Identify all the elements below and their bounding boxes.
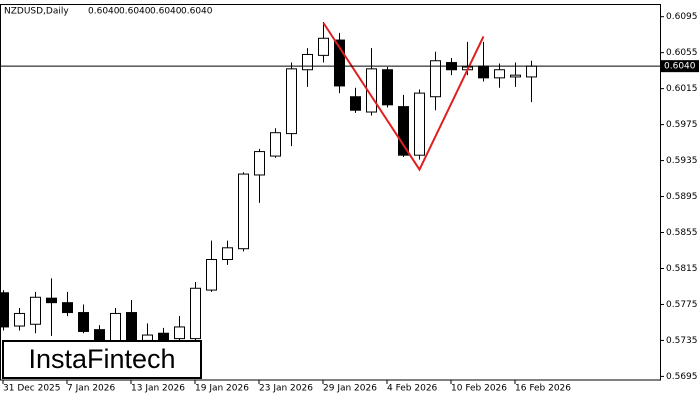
price-label: 0.6040 xyxy=(664,62,696,72)
candle-body xyxy=(510,74,521,78)
x-tick-label: 23 Jan 2026 xyxy=(259,384,313,394)
candle-body xyxy=(238,173,249,250)
candle-body xyxy=(334,39,345,87)
y-tick-label: 0.5695 xyxy=(666,372,698,382)
candle-body xyxy=(0,292,9,328)
y-tick-label: 0.5855 xyxy=(666,228,698,238)
candle-body xyxy=(430,60,441,98)
candle-body xyxy=(46,297,57,304)
candle-body xyxy=(382,69,393,106)
candle-body xyxy=(142,334,153,341)
candle-body xyxy=(62,302,73,314)
candle-body xyxy=(158,332,169,341)
candle-body xyxy=(190,287,201,340)
y-tick-label: 0.5895 xyxy=(666,192,698,202)
symbol-title: NZDUSD,Daily xyxy=(4,7,69,17)
candle-body xyxy=(398,106,409,156)
y-tick-label: 0.6095 xyxy=(666,12,698,22)
candle-body xyxy=(302,53,313,71)
x-tick-label: 19 Jan 2026 xyxy=(195,384,249,394)
candle-body xyxy=(110,312,121,344)
candle-body xyxy=(94,329,105,342)
candle-body xyxy=(78,312,89,332)
candle-body xyxy=(206,258,217,291)
candle-body xyxy=(270,132,281,157)
plot-area xyxy=(0,22,537,349)
price-label-box xyxy=(661,60,699,73)
candle-body xyxy=(254,151,265,176)
candle-body xyxy=(414,92,425,156)
y-tick-label: 0.5815 xyxy=(666,264,698,274)
x-tick-label: 4 Feb 2026 xyxy=(387,384,438,394)
x-tick-label: 31 Dec 2025 xyxy=(3,384,61,394)
candle-body xyxy=(494,69,505,79)
candle-body xyxy=(174,326,185,340)
candle-body xyxy=(478,65,489,79)
y-tick-label: 0.5775 xyxy=(666,300,698,310)
pattern-line xyxy=(322,22,485,172)
y-tick-label: 0.5975 xyxy=(666,120,698,130)
x-tick-label: 16 Feb 2026 xyxy=(515,384,571,394)
plot-frame xyxy=(0,4,661,381)
x-tick-label: 7 Jan 2026 xyxy=(67,384,115,394)
candle-body xyxy=(14,312,25,327)
candle-body xyxy=(350,96,361,111)
header-value: 0.6040 xyxy=(150,7,182,17)
header-value: 0.6040 xyxy=(181,7,213,17)
candle-body xyxy=(318,37,329,56)
y-tick-label: 0.5935 xyxy=(666,156,698,166)
logo: InstaFintech xyxy=(28,344,175,374)
y-tick-label: 0.6015 xyxy=(666,84,698,94)
y-tick-label: 0.5735 xyxy=(666,336,698,346)
header-value: 0.6040 xyxy=(119,7,151,17)
candle-body xyxy=(526,65,537,78)
x-tick-label: 10 Feb 2026 xyxy=(451,384,507,394)
candle-body xyxy=(222,247,233,260)
candle-body xyxy=(286,68,297,135)
header-value: 0.6040 xyxy=(88,7,120,17)
candle-body xyxy=(30,296,41,325)
x-tick-label: 29 Jan 2026 xyxy=(323,384,377,394)
logo-box xyxy=(2,340,202,379)
x-tick-label: 13 Jan 2026 xyxy=(131,384,185,394)
y-tick-label: 0.6055 xyxy=(666,48,698,58)
